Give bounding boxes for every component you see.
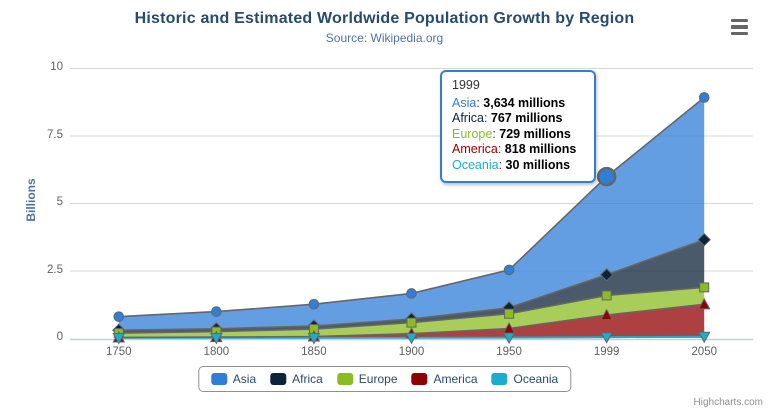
marker-asia[interactable] bbox=[113, 311, 125, 322]
legend-label: America bbox=[433, 372, 478, 386]
area-africa[interactable] bbox=[118, 239, 705, 334]
marker-europe[interactable] bbox=[699, 282, 710, 293]
marker-europe[interactable] bbox=[601, 290, 612, 301]
y-axis-label: 10 bbox=[50, 61, 63, 73]
marker-oceania[interactable] bbox=[600, 332, 613, 344]
marker-oceania[interactable] bbox=[112, 332, 126, 345]
marker-oceania[interactable] bbox=[210, 332, 223, 345]
legend-swatch-icon bbox=[336, 373, 353, 385]
marker-asia[interactable] bbox=[308, 298, 320, 310]
marker-america[interactable] bbox=[697, 297, 711, 310]
area-asia[interactable] bbox=[118, 97, 705, 331]
legend-swatch-icon bbox=[210, 373, 227, 385]
tooltip-row-africa: Africa: 767 millions bbox=[452, 111, 563, 126]
legend-label: Oceania bbox=[513, 372, 559, 386]
marker-europe[interactable] bbox=[504, 308, 515, 319]
marker-asia[interactable] bbox=[406, 288, 417, 299]
marker-hovered-asia[interactable] bbox=[596, 166, 617, 187]
marker-africa[interactable] bbox=[599, 268, 614, 282]
legend-label: Asia bbox=[232, 372, 257, 386]
legend-item-europe[interactable]: Europe bbox=[336, 372, 398, 386]
y-axis-label: 2.5 bbox=[47, 263, 63, 276]
tooltip-rows: Asia: 3,634 millions Africa: 767 millions… bbox=[452, 96, 584, 174]
legend-swatch-icon bbox=[491, 373, 508, 385]
credits-link[interactable]: Highcharts.com bbox=[693, 397, 763, 408]
legend-swatch-icon bbox=[270, 373, 287, 385]
area-america[interactable] bbox=[118, 304, 705, 338]
legend-swatch-icon bbox=[411, 373, 428, 385]
chart-subtitle: Source: Wikipedia.org bbox=[325, 31, 444, 45]
marker-asia[interactable] bbox=[211, 306, 222, 317]
tooltip-header: 1999 bbox=[452, 78, 480, 92]
hamburger-menu-icon[interactable] bbox=[731, 18, 751, 36]
x-axis-label: 1850 bbox=[301, 346, 327, 358]
tooltip-row-europe: Europe: 729 millions bbox=[452, 126, 571, 141]
marker-africa[interactable] bbox=[697, 232, 711, 247]
marker-asia[interactable] bbox=[698, 92, 710, 103]
marker-oceania[interactable] bbox=[405, 332, 418, 345]
chart-title: Historic and Estimated Worldwide Populat… bbox=[134, 10, 635, 27]
legend: Asia Africa Europe America Oceania bbox=[197, 366, 572, 392]
tooltip: 1999 Asia: 3,634 millions Africa: 767 mil… bbox=[440, 70, 596, 183]
marker-europe[interactable] bbox=[406, 317, 417, 328]
tooltip-row-oceania: Oceania: 30 millions bbox=[452, 157, 571, 172]
legend-item-oceania[interactable]: Oceania bbox=[491, 372, 559, 386]
legend-label: Europe bbox=[358, 372, 398, 386]
x-axis-label: 1750 bbox=[105, 346, 132, 358]
marker-oceania[interactable] bbox=[502, 332, 516, 345]
x-axis-label: 1800 bbox=[203, 346, 230, 358]
y-axis-label: 7.5 bbox=[47, 128, 63, 141]
marker-oceania[interactable] bbox=[697, 331, 711, 344]
x-axis-label: 1999 bbox=[593, 346, 620, 358]
marker-oceania[interactable] bbox=[307, 332, 321, 345]
y-axis-label: 5 bbox=[56, 196, 63, 208]
tooltip-row-america: America: 818 millions bbox=[452, 142, 577, 157]
legend-item-africa[interactable]: Africa bbox=[270, 372, 323, 386]
x-axis-label: 2050 bbox=[691, 346, 717, 358]
x-axis-label: 1900 bbox=[398, 346, 425, 358]
legend-label: Africa bbox=[292, 372, 323, 386]
tooltip-row-asia: Asia: 3,634 millions bbox=[452, 95, 566, 110]
marker-america[interactable] bbox=[600, 308, 613, 321]
legend-item-asia[interactable]: Asia bbox=[210, 372, 257, 386]
x-axis-label: 1950 bbox=[496, 346, 522, 358]
y-axis-label: 0 bbox=[56, 331, 63, 343]
legend-item-america[interactable]: America bbox=[411, 372, 478, 386]
marker-asia[interactable] bbox=[503, 264, 515, 276]
